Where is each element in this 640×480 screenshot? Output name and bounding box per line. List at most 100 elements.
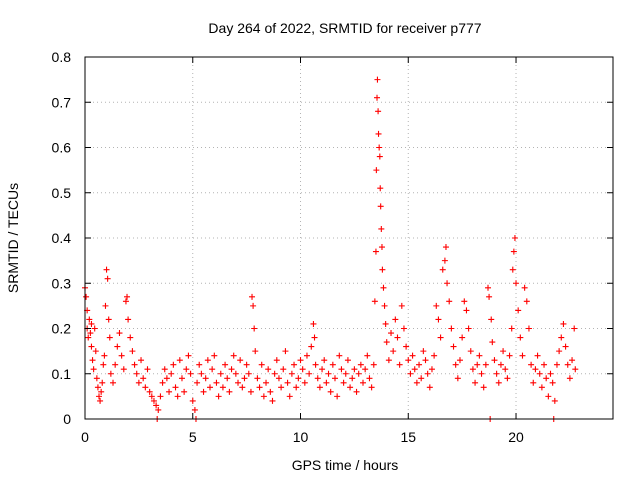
data-point <box>553 361 560 368</box>
data-point <box>489 339 496 346</box>
data-point <box>373 167 380 174</box>
data-point <box>521 284 528 291</box>
data-point <box>325 370 332 377</box>
x-tick-label: 20 <box>508 429 524 445</box>
data-point <box>159 379 166 386</box>
data-point <box>316 384 323 391</box>
y-axis-label: SRMTID / TECUs <box>5 183 21 293</box>
data-point <box>364 352 371 359</box>
data-point <box>480 384 487 391</box>
data-point <box>476 352 483 359</box>
data-point <box>168 370 175 377</box>
data-point <box>251 325 258 332</box>
data-point <box>116 330 123 337</box>
data-point <box>321 357 328 364</box>
data-point <box>571 325 578 332</box>
data-point <box>135 379 142 386</box>
data-point <box>200 388 207 395</box>
data-point <box>239 384 246 391</box>
x-axis-label: GPS time / hours <box>292 457 399 473</box>
data-point <box>382 320 389 327</box>
data-point <box>551 397 558 404</box>
data-point <box>125 316 132 323</box>
data-point <box>202 375 209 382</box>
data-point <box>491 357 498 364</box>
data-point <box>562 343 569 350</box>
data-point <box>288 370 295 377</box>
data-point <box>314 375 321 382</box>
data-point <box>353 388 360 395</box>
data-point <box>357 361 364 368</box>
data-point <box>497 361 504 368</box>
data-point <box>351 366 358 373</box>
data-point <box>534 352 541 359</box>
data-point <box>442 244 449 251</box>
data-point <box>170 361 177 368</box>
data-point <box>129 348 136 355</box>
data-point <box>344 357 351 364</box>
data-point <box>456 357 463 364</box>
x-tick-label: 15 <box>400 429 416 445</box>
data-point <box>269 397 276 404</box>
data-point <box>504 375 511 382</box>
data-point <box>396 361 403 368</box>
data-point <box>103 266 110 273</box>
data-point <box>284 379 291 386</box>
y-tick-label: 0 <box>63 411 71 427</box>
data-point <box>107 370 114 377</box>
data-point <box>467 348 474 355</box>
data-point <box>493 370 500 377</box>
data-point <box>96 393 103 400</box>
data-point <box>92 348 99 355</box>
data-point <box>224 375 231 382</box>
data-point <box>247 388 254 395</box>
data-point <box>241 375 248 382</box>
data-point <box>250 302 257 309</box>
data-point <box>245 370 252 377</box>
data-point <box>556 348 563 355</box>
x-tick-labels: 0 5 10 15 20 <box>81 429 524 445</box>
data-point <box>198 370 205 377</box>
data-point <box>547 370 554 377</box>
data-point <box>88 343 95 350</box>
data-point <box>213 379 220 386</box>
data-point <box>140 375 147 382</box>
data-point <box>88 320 95 327</box>
data-point <box>525 325 532 332</box>
data-point <box>413 379 420 386</box>
data-point <box>87 330 94 337</box>
data-point <box>374 94 381 101</box>
data-point <box>441 257 448 264</box>
data-point <box>372 248 379 255</box>
data-point <box>174 393 181 400</box>
data-point <box>222 361 229 368</box>
data-point <box>371 298 378 305</box>
data-point <box>85 334 92 341</box>
data-point <box>102 302 109 309</box>
data-point <box>448 325 455 332</box>
data-point <box>390 348 397 355</box>
data-point <box>319 366 326 373</box>
data-point <box>331 375 338 382</box>
data-point <box>394 334 401 341</box>
data-point <box>312 361 319 368</box>
data-point <box>376 144 383 151</box>
data-point <box>211 352 218 359</box>
data-point <box>329 361 336 368</box>
data-point <box>230 352 237 359</box>
data-point <box>295 375 302 382</box>
data-point <box>463 307 470 314</box>
data-point <box>323 379 330 386</box>
data-point <box>172 384 179 391</box>
data-point <box>378 244 385 251</box>
data-point <box>86 316 93 323</box>
data-point <box>101 352 108 359</box>
data-point <box>124 293 131 300</box>
data-point <box>93 375 100 382</box>
y-tick-labels: 0 0.1 0.2 0.3 0.4 0.5 0.6 0.7 0.8 <box>52 49 72 427</box>
data-point <box>519 352 526 359</box>
data-point <box>127 334 134 341</box>
data-point <box>469 366 476 373</box>
data-point <box>426 384 433 391</box>
data-point <box>243 361 250 368</box>
